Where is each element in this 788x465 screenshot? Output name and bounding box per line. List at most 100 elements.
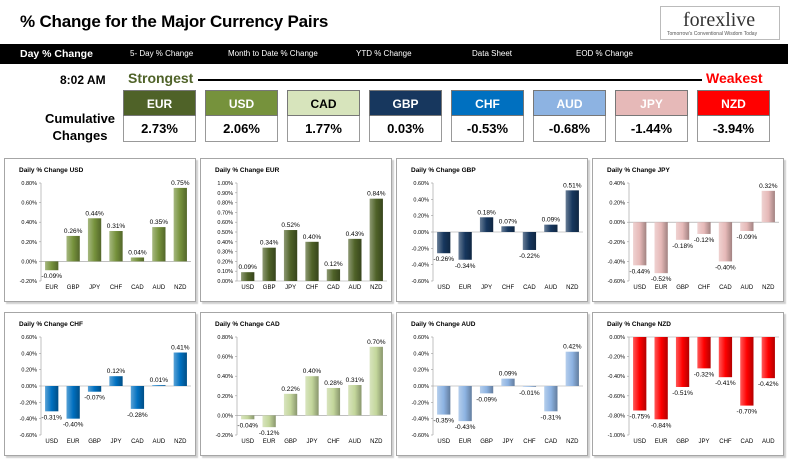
tile-code: AUD	[533, 90, 606, 116]
x-tick-label: CAD	[741, 439, 754, 445]
x-tick-label: JPY	[89, 285, 100, 291]
data-label: 0.40%	[303, 368, 322, 375]
bar	[262, 247, 276, 281]
y-tick-label: 0.40%	[21, 351, 37, 357]
y-tick-label: -0.20%	[20, 279, 38, 285]
y-tick-label: 0.20%	[217, 259, 233, 265]
y-tick-label: -0.40%	[412, 417, 430, 423]
x-tick-label: USD	[633, 439, 646, 445]
y-tick-label: 0.40%	[413, 351, 429, 357]
y-tick-label: -0.40%	[20, 417, 38, 423]
y-tick-label: 0.60%	[217, 220, 233, 226]
x-tick-label: JPY	[481, 285, 492, 291]
x-tick-label: JPY	[285, 285, 296, 291]
y-tick-label: 0.60%	[217, 355, 233, 361]
y-tick-label: 0.60%	[21, 335, 37, 341]
tab-day-change[interactable]: Day % Change	[20, 48, 93, 60]
data-label: -0.31%	[41, 414, 62, 421]
x-tick-label: USD	[437, 439, 450, 445]
bar	[654, 222, 668, 274]
y-tick-label: 0.80%	[217, 335, 233, 341]
y-tick-label: -0.60%	[20, 433, 38, 439]
tile-value: -1.44%	[615, 116, 688, 142]
tab-month-to-date[interactable]: Month to Date % Change	[228, 49, 318, 58]
data-label: -0.04%	[237, 422, 258, 429]
y-tick-label: 0.20%	[21, 240, 37, 246]
y-tick-label: 0.20%	[413, 214, 429, 220]
bar	[262, 415, 276, 428]
bar	[740, 222, 754, 232]
bar	[437, 232, 451, 254]
y-tick-label: 0.00%	[609, 335, 625, 341]
chart-title: Daily % Change GBP	[411, 167, 476, 174]
y-tick-label: 0.20%	[413, 368, 429, 374]
bar	[479, 386, 494, 394]
y-tick-label: -0.20%	[216, 433, 234, 439]
logo-text: forexlive	[683, 9, 756, 31]
tile-code: EUR	[123, 90, 196, 116]
data-label: -0.12%	[694, 237, 715, 244]
x-tick-label: CHF	[327, 439, 340, 445]
y-tick-label: 0.00%	[609, 220, 625, 226]
chart-panel-aud: Daily % Change AUD -0.60% -0.40% -0.20% 0.0…	[396, 312, 588, 456]
x-tick-label: AUD	[349, 439, 362, 445]
timestamp: 8:02 AM	[60, 73, 106, 87]
bar	[675, 337, 690, 387]
data-label: -0.44%	[629, 268, 650, 275]
data-label: -0.70%	[737, 409, 758, 416]
x-tick-label: CHF	[523, 439, 536, 445]
bar	[130, 386, 145, 409]
chart-jpy: -0.60% -0.40% -0.20% 0.00% 0.20% 0.40% -0.44% U…	[608, 181, 779, 291]
tab-eod-change[interactable]: EOD % Change	[576, 49, 633, 58]
chart-nzd: -1.00% -0.80% -0.60% -0.40% -0.20% 0.00% -0.75…	[608, 335, 779, 445]
x-tick-label: GBP	[676, 285, 689, 291]
data-label: -0.07%	[84, 395, 105, 402]
x-tick-label: USD	[45, 439, 58, 445]
bar	[718, 222, 733, 262]
y-tick-label: -0.60%	[608, 394, 626, 400]
data-label: 0.35%	[150, 219, 169, 226]
data-label: -0.41%	[715, 380, 736, 387]
x-tick-label: EUR	[459, 439, 472, 445]
x-tick-label: CAD	[131, 285, 144, 291]
bar	[241, 415, 255, 420]
bar	[348, 385, 362, 416]
data-label: 0.09%	[542, 217, 561, 224]
bar	[501, 226, 515, 232]
tile-value: 1.77%	[287, 116, 360, 142]
chart-title: Daily % Change CAD	[215, 321, 280, 328]
x-tick-label: JPY	[698, 439, 709, 445]
bar	[479, 217, 494, 232]
chart-panel-jpy: Daily % Change JPY -0.60% -0.40% -0.20% 0.0…	[592, 158, 784, 302]
x-tick-label: AUD	[153, 285, 166, 291]
chart-title: Daily % Change NZD	[607, 321, 671, 328]
bar	[326, 387, 341, 416]
tile-code: JPY	[615, 90, 688, 116]
bar	[565, 351, 579, 386]
bar	[761, 190, 775, 223]
bar	[697, 222, 711, 234]
currency-tile-chf: CHF -0.53%	[451, 90, 524, 142]
tab-bar: Day % Change 5- Day % Change Month to Da…	[0, 44, 788, 64]
bar	[45, 261, 59, 271]
tab-5day-change[interactable]: 5- Day % Change	[130, 49, 194, 58]
chart-panel-usd: Daily % Change USD -0.20% 0.00% 0.20% 0.40%…	[4, 158, 196, 302]
x-tick-label: GBP	[263, 285, 276, 291]
y-tick-label: -0.60%	[412, 279, 430, 285]
bar	[305, 376, 319, 416]
tab-ytd-change[interactable]: YTD % Change	[356, 49, 412, 58]
bar	[109, 376, 123, 386]
tab-data-sheet[interactable]: Data Sheet	[472, 49, 513, 58]
y-tick-label: 0.00%	[413, 230, 429, 236]
data-label: -0.84%	[651, 422, 672, 429]
x-tick-label: USD	[241, 439, 254, 445]
data-label: 0.75%	[171, 180, 190, 187]
x-tick-label: AUD	[762, 439, 775, 445]
data-label: 0.41%	[171, 345, 190, 352]
x-tick-label: CAD	[131, 439, 144, 445]
x-tick-label: AUD	[349, 285, 362, 291]
bar	[458, 232, 472, 260]
y-tick-label: 0.00%	[413, 384, 429, 390]
data-label: 0.44%	[85, 210, 104, 217]
bar	[87, 218, 102, 262]
